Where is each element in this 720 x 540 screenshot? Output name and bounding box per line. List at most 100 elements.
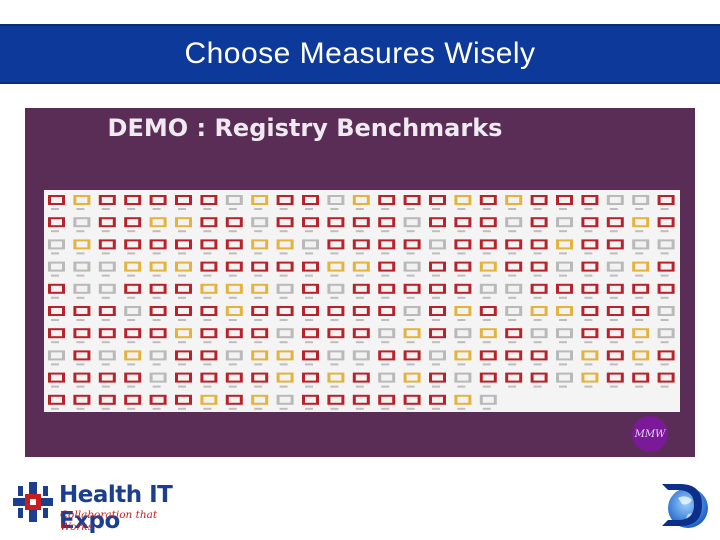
benchmark-tile [403,372,421,388]
slide-title: Choose Measures Wisely [184,37,536,70]
benchmark-tile [632,239,650,255]
benchmark-tile [581,195,599,210]
benchmark-tile [530,239,548,255]
benchmark-tile [149,195,167,210]
benchmark-tile [556,261,573,277]
benchmark-tile [505,195,523,210]
benchmark-tile [327,261,345,277]
benchmark-tile [251,195,269,210]
benchmark-tile [124,217,142,233]
benchmark-tile [73,306,91,321]
benchmark-tile [530,328,548,344]
benchmark-tile [48,195,65,210]
benchmark-tile [632,283,650,299]
benchmark-tile [276,306,294,321]
benchmark-tile [479,283,497,299]
benchmark-tile [200,372,218,388]
benchmark-tile [327,394,345,410]
benchmark-tile [479,306,497,321]
benchmark-tile [429,261,446,277]
benchmark-tile [479,350,497,366]
benchmark-tile [302,372,319,388]
benchmark-tile [124,328,142,344]
benchmark-tile [657,350,675,366]
benchmark-tile [302,195,319,210]
benchmark-tile [429,328,446,344]
benchmark-tile [251,306,269,321]
benchmark-tile [505,217,523,233]
benchmark-tile [530,217,548,233]
benchmark-tile [175,328,192,344]
benchmark-tile [175,261,192,277]
benchmark-tile [632,306,650,321]
benchmark-tile [327,372,345,388]
benchmark-tile [505,239,523,255]
benchmark-tile [327,328,345,344]
benchmark-tile [251,239,269,255]
benchmark-tile [606,195,624,210]
benchmark-tile [657,283,675,299]
benchmark-tile [378,261,396,277]
benchmark-tile [403,350,421,366]
health-it-expo-logo: Health IT Expo Collaboration that Works [10,480,190,534]
benchmark-tile [403,239,421,255]
benchmark-tile [276,261,294,277]
benchmark-tile [200,328,218,344]
benchmark-tile [98,217,116,233]
benchmark-tile [454,372,472,388]
benchmark-tile [251,328,269,344]
benchmark-tile [200,283,218,299]
benchmark-tile [352,350,370,366]
benchmark-tile [429,217,446,233]
benchmark-tile [276,195,294,210]
benchmark-tile [505,283,523,299]
benchmark-tile [276,394,294,410]
benchmark-tile [657,328,675,344]
benchmark-tile [606,217,624,233]
benchmark-tile [200,195,218,210]
benchmark-tile [327,239,345,255]
benchmark-tile [632,261,650,277]
demo-screenshot-panel: DEMO : Registry Benchmarks MMW [25,108,695,457]
benchmark-tile [251,283,269,299]
benchmark-tile [149,350,167,366]
benchmark-tile [454,394,472,410]
benchmark-tile [98,350,116,366]
benchmark-tile [175,239,192,255]
benchmark-tile [302,328,319,344]
benchmark-tile [124,394,142,410]
benchmark-tile [429,239,446,255]
benchmark-tile [73,239,91,255]
benchmark-tile [403,306,421,321]
benchmark-tile [556,195,573,210]
benchmark-tile [657,306,675,321]
expo-name: Health IT Expo [59,482,173,534]
benchmark-tile [200,306,218,321]
benchmark-tile [378,328,396,344]
benchmark-tile [225,195,243,210]
benchmark-tile [302,261,319,277]
benchmark-tile [479,394,497,410]
benchmark-tile [454,306,472,321]
benchmark-tile [606,239,624,255]
benchmark-tile [302,217,319,233]
benchmark-tile [632,328,650,344]
benchmark-tile [403,283,421,299]
benchmark-tile [505,328,523,344]
benchmark-tile [530,306,548,321]
benchmark-tile [48,239,65,255]
benchmark-tile [73,350,91,366]
benchmark-tile [327,283,345,299]
benchmark-grid [44,190,680,412]
benchmark-tile [327,350,345,366]
benchmark-tile [124,350,142,366]
benchmark-tile [581,217,599,233]
benchmark-tile [657,261,675,277]
benchmark-tile [276,283,294,299]
benchmark-tile [479,328,497,344]
benchmark-tile [302,283,319,299]
benchmark-tile [48,328,65,344]
benchmark-tile [352,328,370,344]
benchmark-tile [632,372,650,388]
benchmark-tile [632,217,650,233]
